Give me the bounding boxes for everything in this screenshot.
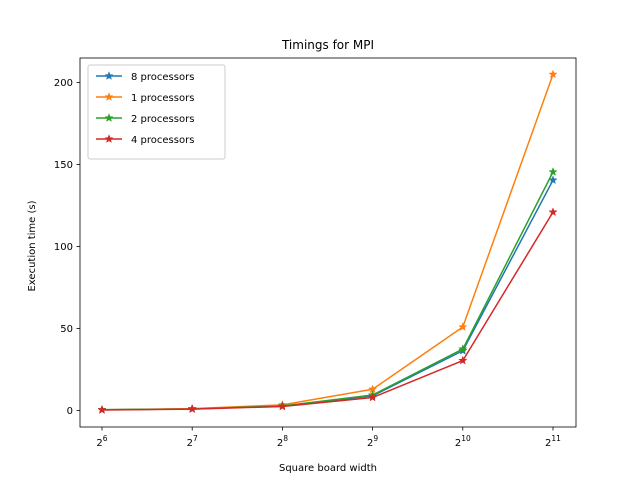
plot-area bbox=[79, 57, 577, 428]
y-tick-label: 200 bbox=[54, 78, 73, 89]
data-point bbox=[548, 167, 558, 176]
y-tick-label: 50 bbox=[60, 324, 73, 335]
data-point bbox=[548, 69, 558, 79]
y-axis-ticks: 0 50 100 150 200 bbox=[54, 78, 80, 417]
y-tick-label: 0 bbox=[67, 406, 73, 417]
legend-box bbox=[87, 64, 226, 160]
x-tick-label: 27 bbox=[187, 434, 198, 449]
data-point bbox=[367, 392, 378, 402]
data-point bbox=[458, 355, 468, 365]
x-tick-label: 26 bbox=[96, 434, 107, 449]
data-point bbox=[97, 405, 107, 414]
legend-label: 2 processors bbox=[131, 114, 194, 125]
legend-label: 8 processors bbox=[131, 72, 194, 83]
chart-title: Timings for MPI bbox=[281, 38, 374, 52]
legend-swatch-marker bbox=[104, 71, 114, 80]
x-tick-label: 28 bbox=[277, 434, 288, 449]
data-point bbox=[548, 207, 558, 217]
legend-label: 4 processors bbox=[131, 135, 194, 146]
x-tick-label: 29 bbox=[367, 434, 378, 449]
y-tick-label: 100 bbox=[54, 242, 73, 253]
series-line-1 bbox=[101, 179, 554, 411]
data-point bbox=[458, 322, 468, 331]
axes-frame bbox=[79, 57, 577, 428]
legend-swatch-marker bbox=[104, 113, 114, 122]
series-line-4 bbox=[101, 211, 554, 411]
legend-swatch-marker bbox=[104, 92, 114, 101]
x-axis-label: Square board width bbox=[279, 463, 377, 474]
y-axis-label: Execution time (s) bbox=[27, 200, 38, 291]
legend: 8 processors 1 processors 2 processors 4 pr… bbox=[87, 64, 226, 160]
x-tick-label: 210 bbox=[455, 434, 471, 449]
series-line-3 bbox=[101, 171, 554, 411]
data-point bbox=[458, 344, 468, 354]
data-point bbox=[277, 401, 288, 411]
legend-label: 1 processors bbox=[131, 93, 194, 104]
x-axis-ticks: 26 27 28 29 210 211 bbox=[96, 427, 561, 449]
data-point bbox=[187, 404, 197, 414]
x-tick-label: 211 bbox=[545, 434, 561, 449]
y-tick-label: 150 bbox=[54, 160, 73, 171]
legend-swatch-marker bbox=[104, 134, 114, 143]
